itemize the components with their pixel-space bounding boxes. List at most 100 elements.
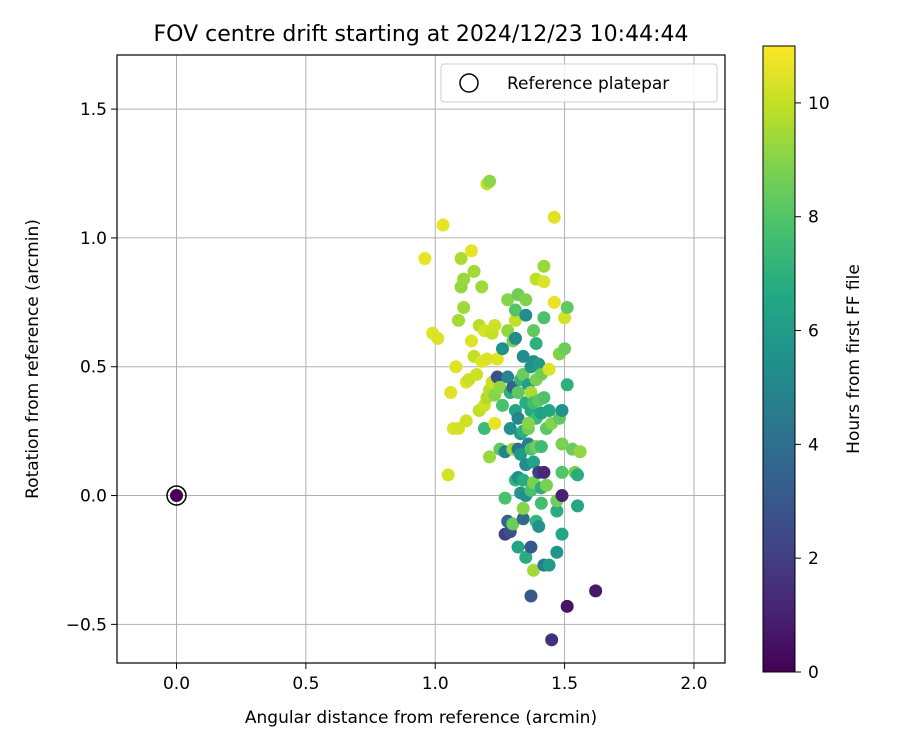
data-point <box>521 416 535 430</box>
data-point <box>449 360 463 374</box>
reference-point <box>170 489 184 503</box>
legend-entry: Reference platepar <box>507 74 669 94</box>
data-point <box>475 280 489 294</box>
y-tick-label: 1.5 <box>80 100 107 120</box>
data-point <box>537 259 551 273</box>
data-point <box>532 357 546 371</box>
data-point <box>534 496 548 510</box>
data-point <box>464 244 478 258</box>
data-point <box>516 349 530 363</box>
data-point <box>560 378 574 392</box>
data-point <box>459 414 473 428</box>
data-point <box>537 465 551 479</box>
x-tick-label: 2.0 <box>680 674 707 694</box>
data-point <box>516 473 530 487</box>
colorbar-label: Hours from first FF file <box>844 264 864 454</box>
data-point <box>560 599 574 613</box>
colorbar-tick-label: 10 <box>808 94 830 114</box>
data-point <box>532 519 546 533</box>
data-point <box>508 331 522 345</box>
data-point <box>480 352 494 366</box>
data-point <box>547 210 561 224</box>
x-tick-label: 0.0 <box>163 674 190 694</box>
data-point <box>444 385 458 399</box>
data-point <box>441 468 455 482</box>
data-point <box>477 422 491 436</box>
y-tick-label: 0.5 <box>80 358 107 378</box>
data-point <box>560 300 574 314</box>
data-point <box>573 445 587 459</box>
data-point <box>519 308 533 322</box>
data-point <box>545 633 559 647</box>
data-point <box>542 558 556 572</box>
x-tick-label: 0.5 <box>292 674 319 694</box>
y-tick-label: 1.0 <box>80 229 107 249</box>
data-point <box>511 540 525 554</box>
chart-title: FOV centre drift starting at 2024/12/23 … <box>154 22 689 47</box>
y-tick-label: 0.0 <box>80 487 107 507</box>
data-point <box>483 450 497 464</box>
colorbar-tick-label: 4 <box>808 435 819 455</box>
data-point <box>457 272 471 286</box>
x-axis-label: Angular distance from reference (arcmin) <box>245 708 597 728</box>
x-tick-label: 1.5 <box>551 674 578 694</box>
legend-box <box>440 63 718 103</box>
legend: Reference platepar <box>440 63 718 103</box>
data-point <box>542 362 556 376</box>
y-tick-label: −0.5 <box>66 615 107 635</box>
data-point <box>501 370 515 384</box>
data-point <box>555 489 569 503</box>
data-point <box>555 437 569 451</box>
data-point <box>571 468 585 482</box>
data-point <box>537 391 551 405</box>
data-point <box>464 334 478 348</box>
data-points <box>418 174 603 647</box>
data-point <box>524 540 538 554</box>
data-point <box>519 550 533 564</box>
data-point <box>501 293 515 307</box>
data-point <box>589 584 603 598</box>
colorbar-tick-label: 8 <box>808 208 819 228</box>
data-point <box>488 319 502 333</box>
data-point <box>516 512 530 526</box>
data-point <box>498 491 512 505</box>
data-point <box>514 447 528 461</box>
colorbar-tick-label: 6 <box>808 322 819 342</box>
data-point <box>470 367 484 381</box>
data-point <box>503 422 517 436</box>
data-point <box>506 517 520 531</box>
data-point <box>537 275 551 289</box>
data-point <box>519 293 533 307</box>
data-point <box>547 295 561 309</box>
data-point <box>418 252 432 266</box>
reference-marker <box>166 485 187 506</box>
data-point <box>534 440 548 454</box>
data-point <box>558 311 572 325</box>
data-point <box>555 404 569 418</box>
data-point <box>436 218 450 232</box>
data-point <box>431 331 445 345</box>
data-point <box>452 313 466 327</box>
data-point <box>558 342 572 356</box>
data-point <box>457 300 471 314</box>
data-point <box>550 504 564 518</box>
data-point <box>516 501 530 515</box>
data-point <box>555 465 569 479</box>
data-point <box>511 411 525 425</box>
data-point <box>542 404 556 418</box>
x-tick-label: 1.0 <box>422 674 449 694</box>
data-point <box>483 174 497 188</box>
data-point <box>555 527 569 541</box>
data-point <box>508 303 522 317</box>
data-point <box>490 370 504 384</box>
data-point <box>527 455 541 469</box>
colorbar-ticks: 0 2 4 6 8 10 <box>795 94 830 683</box>
colorbar-tick-label: 2 <box>808 549 819 569</box>
data-point <box>527 324 541 338</box>
data-point <box>454 252 468 266</box>
colorbar-tick-label: 0 <box>808 663 819 683</box>
data-point <box>493 380 507 394</box>
legend-marker-icon <box>459 73 479 93</box>
y-axis-label: Rotation from reference (arcmin) <box>23 219 43 499</box>
